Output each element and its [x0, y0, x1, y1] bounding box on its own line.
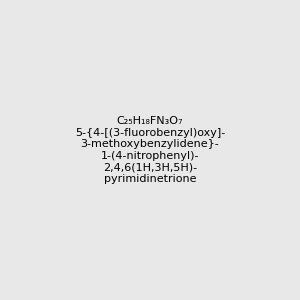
Text: C₂₅H₁₈FN₃O₇
5-{4-[(3-fluorobenzyl)oxy]-
3-methoxybenzylidene}-
1-(4-nitrophenyl): C₂₅H₁₈FN₃O₇ 5-{4-[(3-fluorobenzyl)oxy]- … — [75, 116, 225, 184]
